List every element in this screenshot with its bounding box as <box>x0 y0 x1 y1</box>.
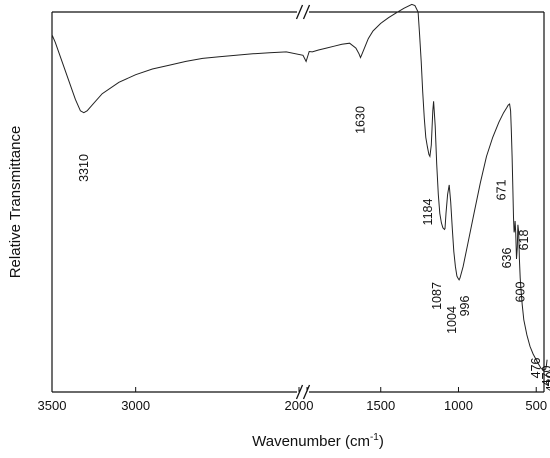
y-axis-title: Relative Transmittance <box>7 126 24 279</box>
x-axis-title-main: Wavenumber (cm <box>252 433 370 450</box>
peak-label-996: 996 <box>458 296 472 317</box>
peak-label-1087: 1087 <box>430 282 444 310</box>
peak-label-430: 430 <box>544 372 550 393</box>
peak-label-1184: 1184 <box>421 199 435 226</box>
x-tick-label-1000: 1000 <box>444 398 473 413</box>
x-tick-label-3000: 3000 <box>121 398 150 413</box>
x-axis-title: Wavenumber (cm-1) <box>252 432 384 450</box>
peak-label-1004: 1004 <box>445 306 459 334</box>
x-tick-label-500: 500 <box>525 398 547 413</box>
plot-frame <box>51 11 545 393</box>
break-slash-bottom-0 <box>295 384 304 400</box>
spectrum-line <box>51 3 548 371</box>
peak-label-1630: 1630 <box>354 106 368 134</box>
break-slash-top-0 <box>295 4 304 20</box>
x-tick-label-1500: 1500 <box>366 398 395 413</box>
axis-break-marks <box>295 4 311 400</box>
peak-label-600: 600 <box>514 282 528 303</box>
x-tick-label-3500: 3500 <box>38 398 67 413</box>
x-axis-title-close: ) <box>379 433 384 450</box>
peak-label-476: 476 <box>529 358 543 379</box>
x-tick-label-2000: 2000 <box>285 398 314 413</box>
peak-label-671: 671 <box>495 180 509 201</box>
peak-label-470: 470 <box>540 366 550 387</box>
break-slash-bottom-1 <box>302 384 311 400</box>
x-axis-ticks: 3500 3000 2000 1500 1000 500 <box>38 387 547 413</box>
peak-label-636: 636 <box>500 248 514 269</box>
break-slash-top-1 <box>302 4 311 20</box>
x-axis-title-sup: -1 <box>370 432 379 443</box>
peak-label-3310: 3310 <box>77 154 91 182</box>
peak-label-618: 618 <box>517 230 531 251</box>
